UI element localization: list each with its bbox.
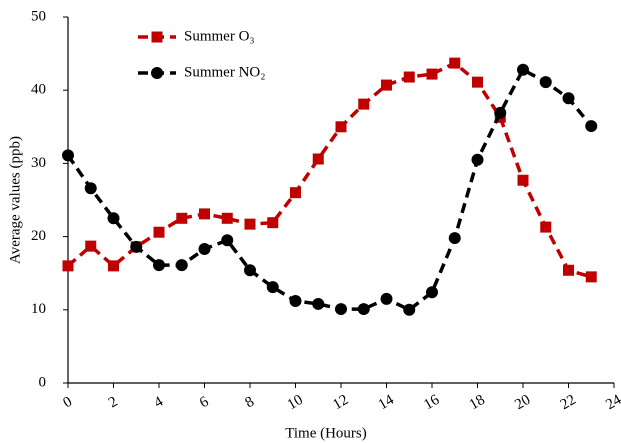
series-line <box>66 67 593 312</box>
data-point <box>199 208 210 220</box>
data-point <box>176 212 188 224</box>
x-tick-label: 6 <box>197 393 212 411</box>
x-tick-label: 0 <box>60 394 74 412</box>
x-axis-label: Time (Hours) <box>285 425 367 441</box>
data-point <box>562 92 575 105</box>
data-point <box>585 120 598 133</box>
data-point <box>267 217 279 229</box>
data-point <box>290 187 301 199</box>
data-point <box>335 303 347 316</box>
data-point <box>357 303 370 316</box>
data-point <box>358 98 370 110</box>
y-tick-label: 0 <box>39 374 47 390</box>
data-point <box>85 240 97 252</box>
x-tick-label: 4 <box>151 393 166 411</box>
data-point <box>312 153 324 165</box>
data-point <box>107 212 120 225</box>
data-point <box>62 149 74 162</box>
legend-marker <box>151 31 163 43</box>
x-tick-label: 20 <box>512 392 533 413</box>
x-tick-label: 18 <box>467 392 488 413</box>
data-point <box>426 286 438 299</box>
x-tick-label: 12 <box>330 392 351 413</box>
y-tick-label: 30 <box>31 155 46 171</box>
x-tick-label: 8 <box>242 394 256 412</box>
data-point <box>471 153 484 166</box>
data-point <box>244 218 256 230</box>
data-point <box>381 79 392 91</box>
data-point <box>335 121 347 133</box>
legend-marker <box>151 67 163 79</box>
data-point <box>585 271 597 283</box>
data-point <box>84 182 97 195</box>
data-point <box>539 76 552 89</box>
x-tick-label: 16 <box>421 392 442 414</box>
x-tick-label: 2 <box>106 394 120 412</box>
data-point <box>198 243 211 256</box>
data-point <box>244 264 256 277</box>
data-point <box>472 76 483 88</box>
x-tick-label: 24 <box>603 392 621 414</box>
data-point <box>153 226 165 238</box>
y-tick-label: 10 <box>31 301 46 317</box>
x-tick-label: 14 <box>376 392 397 414</box>
series-line <box>66 61 592 279</box>
x-tick-label: 10 <box>285 392 306 413</box>
data-point <box>175 259 188 272</box>
data-point <box>494 106 507 119</box>
x-tick-label: 22 <box>558 392 579 413</box>
legend-label: Summer O₃ <box>184 28 255 44</box>
data-point <box>221 234 234 247</box>
data-point <box>153 259 165 272</box>
y-axis-label: Average values (ppb) <box>7 136 23 264</box>
data-point <box>289 295 302 308</box>
data-point <box>517 174 529 186</box>
legend-label: Summer NO₂ <box>184 64 265 80</box>
data-point <box>62 260 74 272</box>
data-point <box>426 68 438 80</box>
data-point <box>540 221 552 233</box>
data-point <box>108 260 119 272</box>
data-point <box>403 303 416 316</box>
y-tick-label: 50 <box>31 8 46 24</box>
data-point <box>266 281 279 294</box>
y-tick-label: 20 <box>31 228 46 244</box>
data-point <box>403 71 415 83</box>
data-point <box>130 240 143 253</box>
data-point <box>448 232 461 245</box>
data-point <box>380 292 393 305</box>
data-point <box>563 264 574 276</box>
data-point <box>449 57 461 69</box>
data-point <box>312 297 325 310</box>
y-tick-label: 40 <box>31 82 46 98</box>
data-point <box>517 63 529 76</box>
data-point <box>221 212 233 224</box>
